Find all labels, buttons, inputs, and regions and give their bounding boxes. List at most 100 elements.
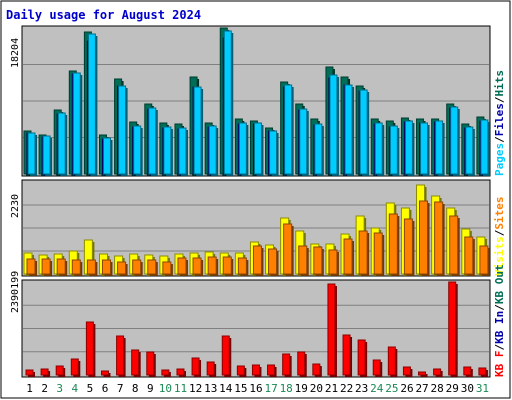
bar-top-pages-day-24-body xyxy=(374,122,383,175)
bar-top-pages-day-16 xyxy=(253,122,264,176)
bar-bottom-kb-f-day-27 xyxy=(418,371,428,377)
bar-top-pages-day-17 xyxy=(269,130,279,176)
bar-middle-sites-day-9 xyxy=(147,259,158,276)
bar-bottom-kb-f-day-17 xyxy=(267,364,277,377)
bar-top-pages-day-29 xyxy=(450,106,460,176)
bar-top-pages-day-25 xyxy=(389,125,400,176)
bar-top-pages-day-11 xyxy=(178,127,188,176)
bar-top-pages-day-10-body xyxy=(163,126,172,175)
bar-bottom-kb-f-day-28 xyxy=(433,368,443,377)
bar-top-pages-day-2 xyxy=(42,135,53,176)
bar-bottom-kb-f-day-1-body xyxy=(25,369,34,376)
bar-middle-sites-day-22 xyxy=(343,238,355,276)
day-label-21: 21 xyxy=(325,382,338,395)
bar-middle-sites-day-5 xyxy=(86,259,98,276)
day-label-6: 6 xyxy=(102,382,109,395)
bar-middle-sites-day-27 xyxy=(419,200,430,276)
bar-top-pages-day-22 xyxy=(344,84,355,176)
bar-bottom-kb-f-day-12 xyxy=(191,357,202,377)
side-legend-visits: Visits xyxy=(493,236,506,276)
bar-top-pages-day-12-body xyxy=(193,86,202,175)
bar-bottom-kb-f-day-7-body xyxy=(116,335,125,376)
day-label-18: 18 xyxy=(280,382,293,395)
bar-top-pages-day-18-body xyxy=(284,84,293,175)
bar-top-pages-day-17-body xyxy=(269,130,278,175)
bar-middle-sites-day-29-body xyxy=(449,215,459,275)
day-label-20: 20 xyxy=(310,382,323,395)
bar-top-pages-day-23 xyxy=(359,89,370,176)
day-label-22: 22 xyxy=(340,382,353,395)
bar-bottom-kb-f-day-14 xyxy=(221,335,232,377)
day-label-25: 25 xyxy=(385,382,398,395)
bar-middle-sites-day-12-body xyxy=(192,257,202,275)
bar-bottom-kb-f-day-22-body xyxy=(342,334,351,376)
bar-top-pages-day-4 xyxy=(72,72,83,176)
chart-title: Daily usage for August 2024 xyxy=(6,8,201,22)
bar-bottom-kb-f-day-10-body xyxy=(161,369,170,376)
side-legend-sites: Sites xyxy=(493,197,506,230)
day-label-24: 24 xyxy=(370,382,384,395)
day-label-29: 29 xyxy=(446,382,459,395)
bar-middle-sites-day-31 xyxy=(479,245,490,276)
bar-middle-sites-day-4 xyxy=(71,259,83,276)
bar-top-pages-day-27-body xyxy=(420,122,429,175)
day-label-8: 8 xyxy=(132,382,139,395)
bar-top-pages-day-21-body xyxy=(329,74,338,175)
bar-bottom-kb-f-day-18 xyxy=(282,353,292,377)
bar-bottom-kb-f-day-29 xyxy=(448,281,458,377)
day-label-19: 19 xyxy=(295,382,308,395)
bar-top-pages-day-26 xyxy=(404,120,415,176)
bar-middle-sites-day-12 xyxy=(192,257,204,276)
bar-middle-sites-day-2-body xyxy=(41,258,51,275)
bar-middle-sites-day-17-body xyxy=(268,248,278,275)
bar-bottom-kb-f-day-6-body xyxy=(100,370,109,376)
bar-top-pages-day-1-body xyxy=(27,132,36,175)
bar-top-pages-day-12 xyxy=(193,86,204,176)
bar-top-pages-day-3 xyxy=(57,112,68,176)
bar-middle-sites-day-31-body xyxy=(479,245,489,275)
bar-bottom-kb-f-day-23-body xyxy=(357,339,366,376)
day-label-4: 4 xyxy=(72,382,79,395)
side-legend-kb-in: KB In xyxy=(493,311,506,344)
bar-middle-sites-day-29 xyxy=(449,215,460,276)
bar-bottom-kb-f-day-24-body xyxy=(372,359,381,376)
bar-top-pages-day-27 xyxy=(420,122,430,176)
bar-bottom-kb-f-day-8 xyxy=(131,349,141,377)
bar-top-pages-day-4-body xyxy=(72,72,81,175)
bar-middle-sites-day-7 xyxy=(117,261,128,276)
bar-middle-sites-day-7-body xyxy=(117,261,127,275)
day-label-17: 17 xyxy=(264,382,277,395)
bar-bottom-kb-f-day-30 xyxy=(463,366,473,377)
bar-bottom-kb-f-day-3-body xyxy=(55,365,64,376)
bar-top-pages-day-1 xyxy=(27,132,37,176)
bar-bottom-kb-f-day-30-body xyxy=(463,366,472,376)
bar-bottom-kb-f-day-2-body xyxy=(40,368,49,376)
bar-top-pages-day-20-body xyxy=(314,123,323,175)
bar-bottom-kb-f-day-17-body xyxy=(267,364,276,376)
bar-top-pages-day-23-body xyxy=(359,89,368,175)
bar-middle-sites-day-3 xyxy=(56,258,68,276)
bar-middle-sites-day-19 xyxy=(298,245,309,276)
bar-top-pages-day-10 xyxy=(163,126,173,176)
bar-middle-sites-day-18 xyxy=(283,223,294,276)
bar-top-pages-day-13 xyxy=(208,125,219,176)
day-label-16: 16 xyxy=(249,382,262,395)
side-legend-separator: / xyxy=(493,136,506,143)
bar-top-pages-day-16-body xyxy=(253,122,262,175)
day-label-1: 1 xyxy=(26,382,33,395)
bar-middle-sites-day-21-body xyxy=(328,249,338,275)
bar-bottom-kb-f-day-4 xyxy=(70,358,81,377)
bar-bottom-kb-f-day-10 xyxy=(161,369,171,377)
bar-bottom-kb-f-day-5-body xyxy=(85,321,94,376)
bar-bottom-kb-f-day-11-body xyxy=(176,368,185,376)
bar-middle-sites-day-10-body xyxy=(162,261,172,275)
bar-bottom-kb-f-day-6 xyxy=(100,370,111,377)
bar-top-pages-day-11-body xyxy=(178,127,187,175)
bar-top-pages-day-21 xyxy=(329,74,339,176)
bar-bottom-kb-f-day-19 xyxy=(297,351,307,377)
bar-top-pages-day-31 xyxy=(480,119,490,176)
bar-bottom-kb-f-day-24 xyxy=(372,359,383,377)
bar-bottom-kb-f-day-13-body xyxy=(206,361,215,376)
